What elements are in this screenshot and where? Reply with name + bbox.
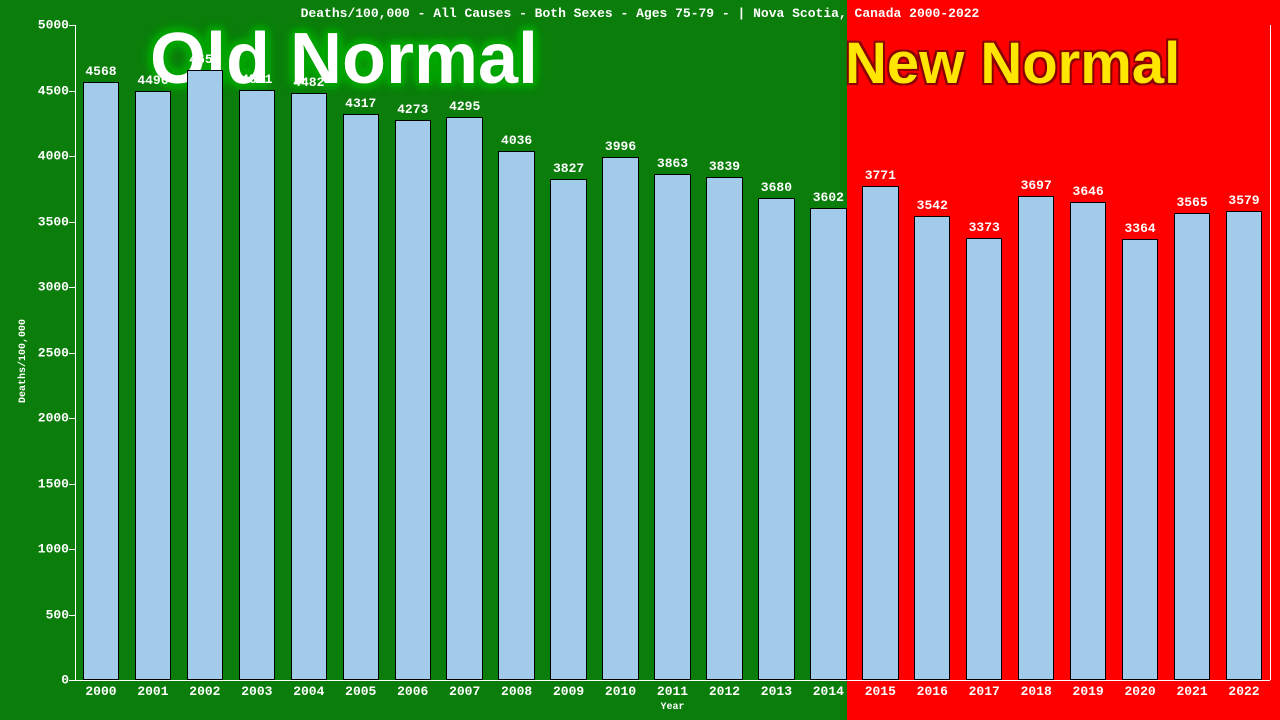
x-tick-label: 2001 (137, 684, 168, 699)
x-tick-label: 2017 (969, 684, 1000, 699)
bar (810, 208, 846, 680)
x-axis-title: Year (75, 702, 1270, 713)
bar-value-label: 3827 (553, 161, 584, 176)
bar (1018, 196, 1054, 680)
bar (602, 157, 638, 680)
bar-value-label: 3565 (1176, 195, 1207, 210)
chart-title: Deaths/100,000 - All Causes - Both Sexes… (0, 6, 1280, 21)
bar-value-label: 3771 (865, 168, 896, 183)
x-tick-label: 2009 (553, 684, 584, 699)
y-tick-label: 2000 (29, 411, 69, 426)
bar-value-label: 3646 (1073, 184, 1104, 199)
bar (135, 91, 171, 680)
bar-value-label: 4501 (241, 72, 272, 87)
bar-value-label: 3996 (605, 139, 636, 154)
x-tick-label: 2011 (657, 684, 688, 699)
x-tick-label: 2012 (709, 684, 740, 699)
y-tick-label: 1000 (29, 542, 69, 557)
x-tick-label: 2004 (293, 684, 324, 699)
bar-value-label: 3863 (657, 156, 688, 171)
bar-value-label: 3839 (709, 159, 740, 174)
bar-value-label: 4273 (397, 102, 428, 117)
chart-container: Deaths/100,000 - All Causes - Both Sexes… (0, 0, 1280, 720)
bar-value-label: 3364 (1124, 221, 1155, 236)
x-tick-label: 2013 (761, 684, 792, 699)
bar-value-label: 3579 (1228, 193, 1259, 208)
x-tick-label: 2014 (813, 684, 844, 699)
bar (1226, 211, 1262, 680)
x-tick-label: 2019 (1073, 684, 1104, 699)
x-tick-label: 2018 (1021, 684, 1052, 699)
bar-value-label: 3680 (761, 180, 792, 195)
y-tick-label: 4500 (29, 83, 69, 98)
bar (239, 90, 275, 680)
x-tick-label: 2002 (189, 684, 220, 699)
bar-value-label: 4036 (501, 133, 532, 148)
x-tick-label: 2006 (397, 684, 428, 699)
bar (343, 114, 379, 680)
bar (654, 174, 690, 680)
y-tick-label: 1500 (29, 476, 69, 491)
bar-value-label: 3697 (1021, 178, 1052, 193)
x-tick-label: 2016 (917, 684, 948, 699)
bar (446, 117, 482, 680)
bar (758, 198, 794, 680)
y-tick-label: 4000 (29, 149, 69, 164)
bar-value-label: 3542 (917, 198, 948, 213)
y-tick-label: 0 (29, 673, 69, 688)
bar-value-label: 4317 (345, 96, 376, 111)
bar-value-label: 4496 (137, 73, 168, 88)
bar (498, 151, 534, 680)
bar-value-label: 4482 (293, 75, 324, 90)
x-tick-label: 2007 (449, 684, 480, 699)
bar (966, 238, 1002, 680)
x-tick-label: 2008 (501, 684, 532, 699)
x-tick-label: 2022 (1228, 684, 1259, 699)
y-axis-title: Deaths/100,000 (18, 318, 29, 402)
y-tick-label: 2500 (29, 345, 69, 360)
bar (706, 177, 742, 680)
x-tick-label: 2010 (605, 684, 636, 699)
x-tick-label: 2015 (865, 684, 896, 699)
bar (1070, 202, 1106, 680)
x-tick-label: 2003 (241, 684, 272, 699)
bar (550, 179, 586, 680)
bar-value-label: 3373 (969, 220, 1000, 235)
y-tick-label: 3500 (29, 214, 69, 229)
bar-value-label: 4657 (189, 52, 220, 67)
bar (291, 93, 327, 680)
overlay-new-normal: New Normal (845, 30, 1180, 97)
y-tick-label: 500 (29, 607, 69, 622)
bar-value-label: 4568 (85, 64, 116, 79)
bar (395, 120, 431, 680)
x-tick-label: 2021 (1176, 684, 1207, 699)
bar-value-label: 3602 (813, 190, 844, 205)
x-tick-label: 2005 (345, 684, 376, 699)
x-tick-label: 2020 (1124, 684, 1155, 699)
bar (187, 70, 223, 680)
bar (1122, 239, 1158, 680)
bar (914, 216, 950, 680)
bar (862, 186, 898, 680)
y-tick-label: 3000 (29, 280, 69, 295)
x-tick-label: 2000 (85, 684, 116, 699)
bar-value-label: 4295 (449, 99, 480, 114)
bar (83, 82, 119, 680)
bar (1174, 213, 1210, 680)
